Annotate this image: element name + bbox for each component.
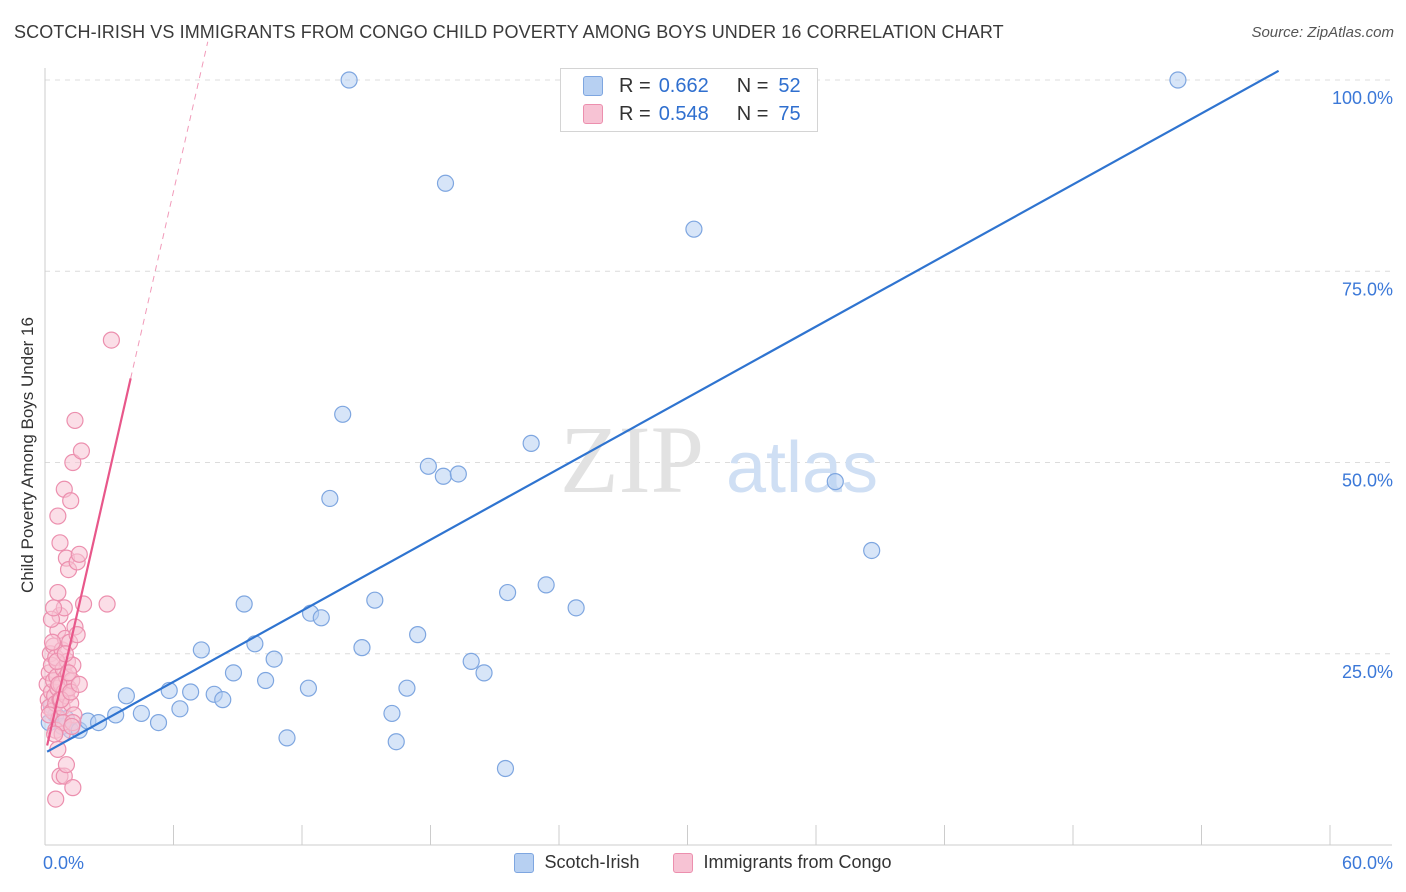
stats-row-scotch-irish: R = 0.662 N = 52 (583, 73, 801, 99)
r-label: R = (619, 102, 651, 125)
congo-point (51, 534, 69, 552)
congo-point (102, 331, 120, 349)
watermark: ZIP atlas (560, 406, 878, 513)
scotch-irish-point (334, 405, 352, 423)
scotch-irish-point (214, 691, 232, 709)
r-value: 0.548 (658, 102, 709, 125)
congo-swatch (673, 852, 694, 873)
scotch-irish-point (685, 220, 703, 238)
scotch-irish-point (419, 457, 437, 475)
scotch-irish-swatch (514, 852, 535, 873)
scotch-irish-point (436, 174, 455, 192)
congo-point (98, 595, 116, 613)
scotch-irish-point (256, 671, 275, 690)
scotch-irish-point (340, 71, 358, 89)
scotch-irish-point (171, 700, 189, 718)
scotch-irish-point (1169, 71, 1187, 89)
scotch-irish-point (182, 683, 200, 701)
n-label: N = (736, 74, 769, 97)
y-tick-label: 75.0% (1342, 279, 1393, 299)
congo-point (47, 790, 65, 808)
scotch-irish-point (299, 679, 318, 697)
legend-item-scotch-irish[interactable]: Scotch-Irish (514, 852, 639, 873)
n-label: N = (736, 102, 769, 125)
scotch-irish-point (321, 489, 339, 508)
axes (44, 68, 1392, 846)
scotch-irish-swatch (583, 76, 603, 96)
stats-row-congo: R = 0.548 N = 75 (583, 101, 801, 127)
scotch-irish-point (449, 465, 467, 483)
scotch-irish-point (826, 473, 844, 491)
scotch-irish-point (522, 434, 540, 452)
y-tick-label: 50.0% (1342, 471, 1393, 491)
congo-point (72, 442, 91, 460)
scotch-irish-point (149, 713, 168, 732)
n-value: 75 (778, 102, 801, 125)
congo-point (62, 492, 80, 510)
scotch-irish-point (117, 687, 135, 705)
scotch-irish-point (366, 591, 384, 609)
scotch-irish-point (499, 583, 517, 602)
scotch-irish-point (312, 609, 330, 627)
scotch-irish-point (383, 704, 401, 723)
congo-trend-extension (130, 41, 209, 379)
stats-legend: R = 0.662 N = 52 R = 0.548 N = 75 (560, 68, 818, 132)
scotch-irish-point (235, 595, 253, 613)
congo-point (49, 583, 67, 602)
series-legend: Scotch-Irish Immigrants from Congo (0, 852, 1406, 873)
r-label: R = (619, 74, 651, 97)
scotch-irish-point (537, 576, 555, 594)
scotch-irish-point (265, 650, 283, 668)
scotch-irish-point (278, 729, 296, 747)
x-tick-label: 0.0% (43, 853, 84, 873)
congo-point (49, 507, 67, 525)
congo-trend-line (46, 378, 132, 746)
congo-point (57, 756, 76, 774)
scotch-irish-point (224, 664, 243, 682)
legend-label: Immigrants from Congo (703, 852, 892, 872)
congo-point (63, 717, 81, 736)
x-tick-label: 60.0% (1342, 853, 1393, 873)
trend-lines (46, 41, 1280, 753)
scotch-irish-point (434, 467, 452, 485)
congo-point (70, 675, 88, 693)
scotch-irish-point (353, 639, 371, 657)
legend-label: Scotch-Irish (544, 852, 640, 872)
r-value: 0.662 (658, 74, 709, 97)
scotch-irish-point (863, 541, 881, 560)
scotch-irish-point (398, 679, 416, 697)
source-label: Source: ZipAtlas.com (1251, 24, 1394, 41)
scotch-irish-point (192, 641, 210, 659)
scotch-irish-trend-line (46, 69, 1280, 753)
y-tick-label: 100.0% (1332, 88, 1393, 108)
legend-item-congo[interactable]: Immigrants from Congo (673, 852, 892, 873)
tick-labels: 25.0% 50.0% 75.0% 100.0% 0.0% 60.0% (43, 88, 1393, 873)
scotch-irish-point (496, 759, 515, 778)
congo-point (43, 633, 62, 651)
scotch-irish-point (475, 664, 493, 682)
scotch-irish-point (409, 626, 427, 644)
chart-title: SCOTCH-IRISH VS IMMIGRANTS FROM CONGO CH… (14, 22, 1004, 42)
congo-point (70, 545, 88, 563)
congo-point (66, 411, 84, 430)
congo-point (56, 645, 74, 663)
scotch-irish-point (567, 599, 585, 617)
n-value: 52 (778, 74, 801, 97)
grid-lines (45, 79, 1392, 655)
watermark-atlas: atlas (726, 428, 878, 508)
scotch-irish-point (387, 733, 405, 751)
congo-point (64, 779, 82, 797)
scotch-irish-point (246, 635, 264, 653)
congo-swatch (583, 104, 603, 124)
scotch-irish-point (132, 704, 150, 723)
congo-point (64, 453, 82, 472)
y-tick-label: 25.0% (1342, 662, 1393, 682)
congo-point (44, 599, 63, 617)
watermark-zip: ZIP (560, 406, 704, 513)
y-axis-label: Child Poverty Among Boys Under 16 (18, 317, 37, 593)
scotch-irish-point (462, 652, 480, 671)
